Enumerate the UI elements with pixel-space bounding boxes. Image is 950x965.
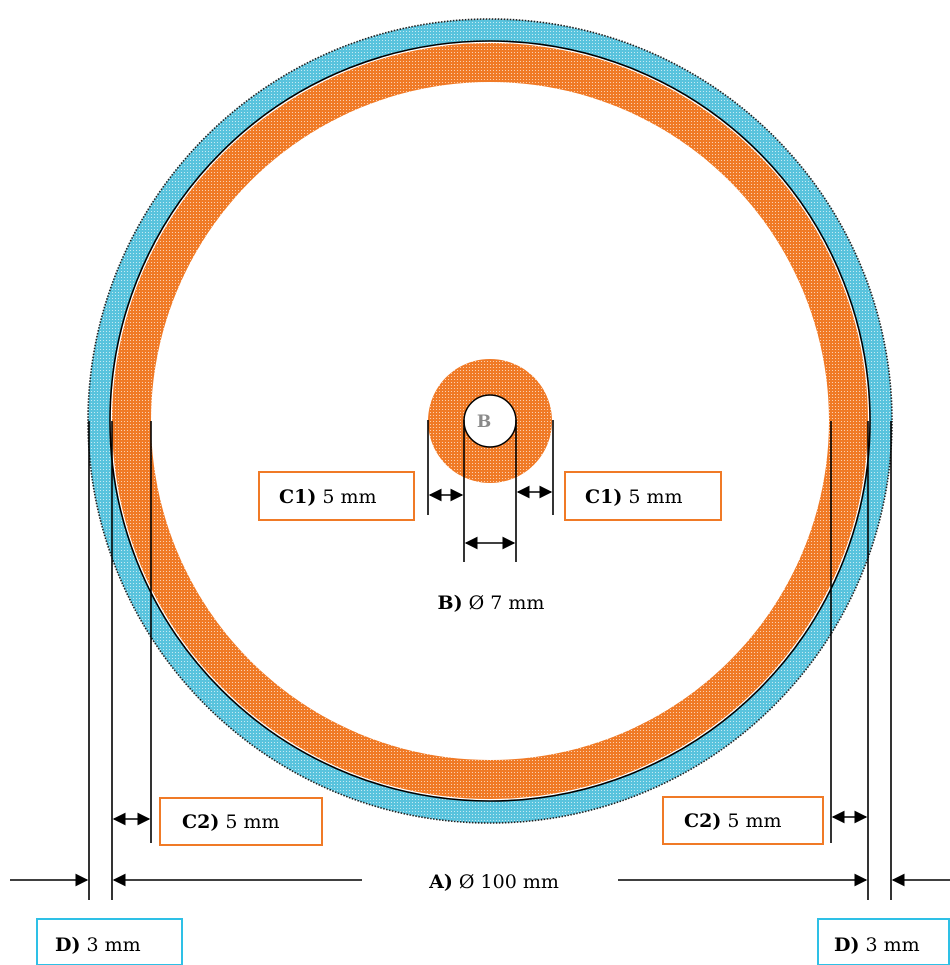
c1-left-label: C1) 5 mm: [279, 486, 377, 508]
outer-extension-lines: [88, 421, 892, 900]
d-right-label: D) 3 mm: [834, 934, 920, 956]
d-left-box: [36, 918, 183, 965]
a-diameter-label: A) Ø 100 mm: [428, 871, 559, 893]
b-diameter-label: B) Ø 7 mm: [438, 592, 545, 614]
core-boundary-line: [109, 40, 871, 802]
c1-right-box: [564, 471, 722, 521]
d-right-box: [817, 918, 950, 965]
c2-left-label: C2) 5 mm: [182, 811, 280, 833]
d-left-label: D) 3 mm: [55, 934, 141, 956]
outer-dotted-edge: [87, 18, 893, 824]
c2-right-box: [662, 796, 824, 845]
c1-left-box: [258, 471, 415, 521]
c2-left-box: [159, 797, 323, 846]
inner-hole-letter: B: [477, 412, 491, 432]
inner-orange-ring: [428, 359, 553, 483]
c2-right-label: C2) 5 mm: [684, 810, 782, 832]
inner-extension-lines: [427, 420, 554, 562]
c1-right-label: C1) 5 mm: [585, 486, 683, 508]
